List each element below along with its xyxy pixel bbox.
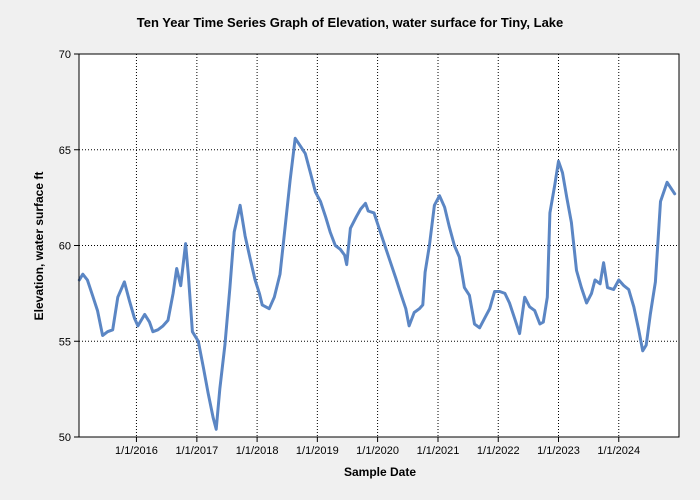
series-layer: [77, 136, 677, 431]
y-tick-label: 60: [59, 241, 71, 253]
x-axis: 1/1/2016 1/1/2017 1/1/2018 1/1/2019 1/1/2020…: [115, 437, 640, 457]
x-tick-label: 1/1/2016: [115, 445, 158, 457]
y-tick-label: 65: [59, 145, 71, 157]
x-tick-label: 1/1/2024: [597, 445, 640, 457]
x-tick-label: 1/1/2020: [356, 445, 399, 457]
x-tick-label: 1/1/2017: [175, 445, 218, 457]
x-tick-label: 1/1/2018: [236, 445, 279, 457]
grid: [79, 54, 679, 437]
y-tick-label: 50: [59, 432, 71, 444]
x-axis-label: Sample Date: [344, 465, 416, 479]
x-tick-label: 1/1/2023: [537, 445, 580, 457]
y-axis-label: Elevation, water surface ft: [32, 172, 46, 321]
x-tick-label: 1/1/2022: [477, 445, 520, 457]
chart-title: Ten Year Time Series Graph of Elevation,…: [137, 15, 564, 30]
series-line: [77, 136, 677, 431]
x-tick-label: 1/1/2019: [296, 445, 339, 457]
y-axis: 50 55 60 65 70: [59, 49, 79, 444]
x-tick-label: 1/1/2021: [417, 445, 460, 457]
y-tick-label: 55: [59, 336, 71, 348]
y-tick-label: 70: [59, 49, 71, 61]
